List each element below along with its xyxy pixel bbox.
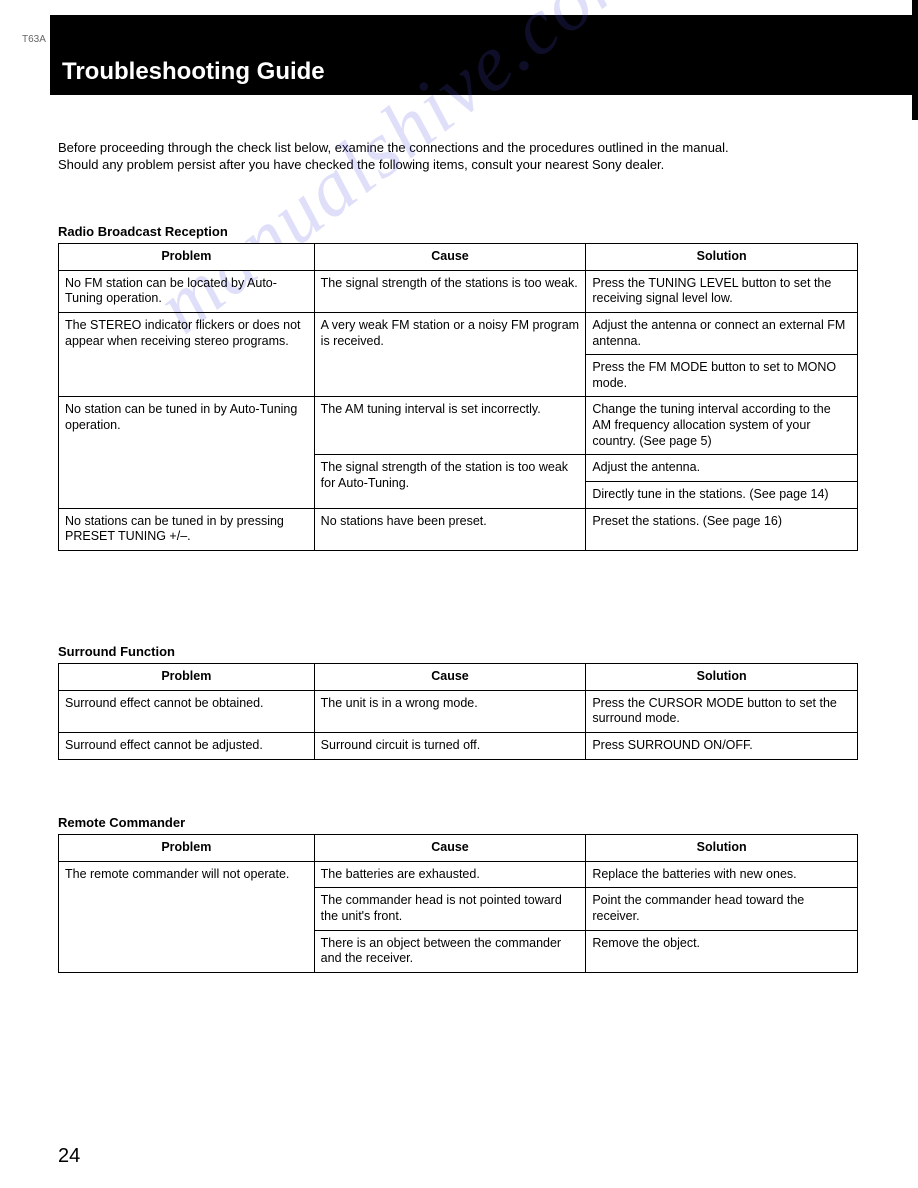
table-header: Cause	[314, 664, 586, 691]
table-header: Solution	[586, 244, 858, 271]
table-header: Cause	[314, 835, 586, 862]
section-1: Surround FunctionProblemCauseSolutionSur…	[58, 644, 858, 760]
cause-cell: There is an object between the commander…	[314, 930, 586, 972]
intro-line-2: Should any problem persist after you hav…	[58, 157, 664, 172]
problem-cell: Surround effect cannot be adjusted.	[59, 732, 315, 759]
problem-cell: The STEREO indicator flickers or does no…	[59, 312, 315, 397]
section-title: Remote Commander	[58, 815, 858, 830]
solution-cell: Replace the batteries with new ones.	[586, 861, 858, 888]
problem-cell: No stations can be tuned in by pressing …	[59, 508, 315, 550]
page-number: 24	[58, 1145, 80, 1168]
solution-cell: Press the FM MODE button to set to MONO …	[586, 355, 858, 397]
section-title: Surround Function	[58, 644, 858, 659]
cause-cell: The signal strength of the stations is t…	[314, 270, 586, 312]
solution-cell: Adjust the antenna.	[586, 455, 858, 482]
solution-cell: Press SURROUND ON/OFF.	[586, 732, 858, 759]
table-row: Surround effect cannot be obtained.The u…	[59, 690, 858, 732]
section-2: Remote CommanderProblemCauseSolutionThe …	[58, 815, 858, 973]
problem-cell: The remote commander will not operate.	[59, 861, 315, 972]
solution-cell: Adjust the antenna or connect an externa…	[586, 312, 858, 354]
table-row: The STEREO indicator flickers or does no…	[59, 312, 858, 354]
table-header: Problem	[59, 664, 315, 691]
table-header: Problem	[59, 244, 315, 271]
intro-line-1: Before proceeding through the check list…	[58, 140, 729, 155]
table-row: Surround effect cannot be adjusted.Surro…	[59, 732, 858, 759]
section-0: Radio Broadcast Reception ProblemCauseSol…	[58, 224, 858, 551]
solution-cell: Directly tune in the stations. (See page…	[586, 481, 858, 508]
page-title: Troubleshooting Guide	[62, 58, 325, 86]
cause-cell: A very weak FM station or a noisy FM pro…	[314, 312, 586, 397]
problem-cell: Surround effect cannot be obtained.	[59, 690, 315, 732]
problem-cell: No FM station can be located by Auto-Tun…	[59, 270, 315, 312]
cause-cell: The signal strength of the station is to…	[314, 455, 586, 508]
cause-cell: The batteries are exhausted.	[314, 861, 586, 888]
problem-cell: No station can be tuned in by Auto-Tunin…	[59, 397, 315, 508]
cause-cell: The AM tuning interval is set incorrectl…	[314, 397, 586, 455]
table-row: No FM station can be located by Auto-Tun…	[59, 270, 858, 312]
cause-cell: Surround circuit is turned off.	[314, 732, 586, 759]
solution-cell: Preset the stations. (See page 16)	[586, 508, 858, 550]
table-header: Cause	[314, 244, 586, 271]
solution-cell: Press the TUNING LEVEL button to set the…	[586, 270, 858, 312]
solution-cell: Remove the object.	[586, 930, 858, 972]
cause-cell: The commander head is not pointed toward…	[314, 888, 586, 930]
table-row: No stations can be tuned in by pressing …	[59, 508, 858, 550]
page-code-label: T63A	[22, 34, 46, 45]
cause-cell: The unit is in a wrong mode.	[314, 690, 586, 732]
troubleshooting-table: ProblemCauseSolutionSurround effect cann…	[58, 663, 858, 760]
cause-cell: No stations have been preset.	[314, 508, 586, 550]
solution-cell: Change the tuning interval according to …	[586, 397, 858, 455]
table-row: No station can be tuned in by Auto-Tunin…	[59, 397, 858, 455]
table-row: The remote commander will not operate.Th…	[59, 861, 858, 888]
troubleshooting-table: ProblemCauseSolutionThe remote commander…	[58, 834, 858, 973]
table-header: Problem	[59, 835, 315, 862]
table-header: Solution	[586, 664, 858, 691]
troubleshooting-table: ProblemCauseSolution No FM station can be…	[58, 243, 858, 551]
section-title: Radio Broadcast Reception	[58, 224, 858, 239]
table-header: Solution	[586, 835, 858, 862]
solution-cell: Point the commander head toward the rece…	[586, 888, 858, 930]
intro-text: Before proceeding through the check list…	[58, 140, 858, 174]
solution-cell: Press the CURSOR MODE button to set the …	[586, 690, 858, 732]
